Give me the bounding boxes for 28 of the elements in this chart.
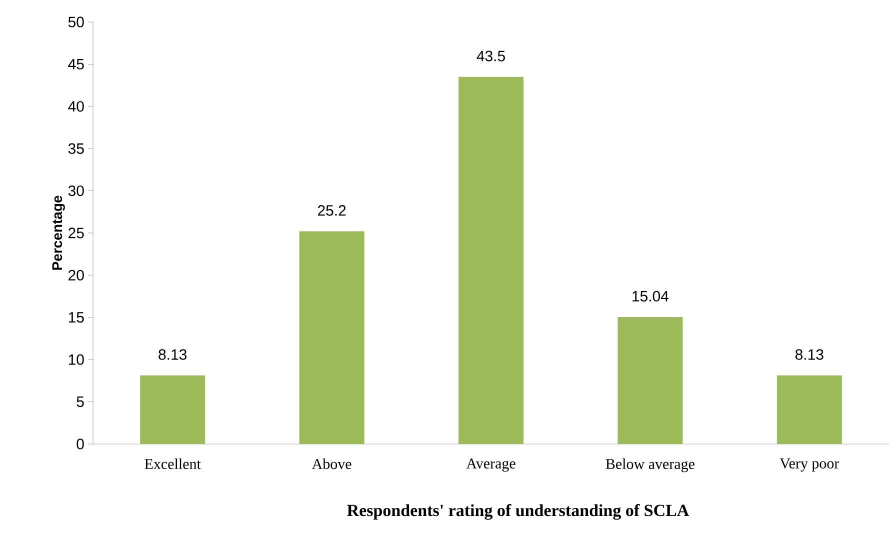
x-tick-label: Below average xyxy=(606,458,694,472)
data-label: 43.5 xyxy=(476,50,505,62)
data-label: 15.04 xyxy=(632,290,669,302)
y-tick-label: 15 xyxy=(68,312,84,323)
y-tick-label: 5 xyxy=(76,396,84,408)
y-tick-label: 40 xyxy=(68,101,84,112)
x-tick-label: Above xyxy=(312,458,352,470)
y-axis-title: Percentage xyxy=(52,196,65,270)
y-tick-label: 35 xyxy=(68,143,84,154)
y-tick-label: 25 xyxy=(68,228,84,238)
bar xyxy=(299,231,364,444)
data-label: 8.13 xyxy=(158,349,187,360)
y-tick-label: 45 xyxy=(68,58,84,70)
bar xyxy=(776,375,842,444)
data-label: 8.13 xyxy=(795,349,824,360)
y-tick-label: 0 xyxy=(76,438,84,450)
data-label: 25.2 xyxy=(318,205,346,216)
x-tick-label: Excellent xyxy=(144,458,201,470)
x-tick-label: Average xyxy=(466,458,516,472)
bar xyxy=(618,317,683,444)
bar xyxy=(458,76,524,444)
y-tick-label: 10 xyxy=(68,354,84,365)
x-tick-label: Very poor xyxy=(780,458,840,472)
bar xyxy=(140,375,206,444)
x-axis-title: Respondents' rating of understanding of SCLA xyxy=(347,504,690,520)
y-tick-label: 30 xyxy=(68,185,84,196)
y-tick-label: 20 xyxy=(68,270,84,280)
y-tick-label: 50 xyxy=(68,16,84,28)
